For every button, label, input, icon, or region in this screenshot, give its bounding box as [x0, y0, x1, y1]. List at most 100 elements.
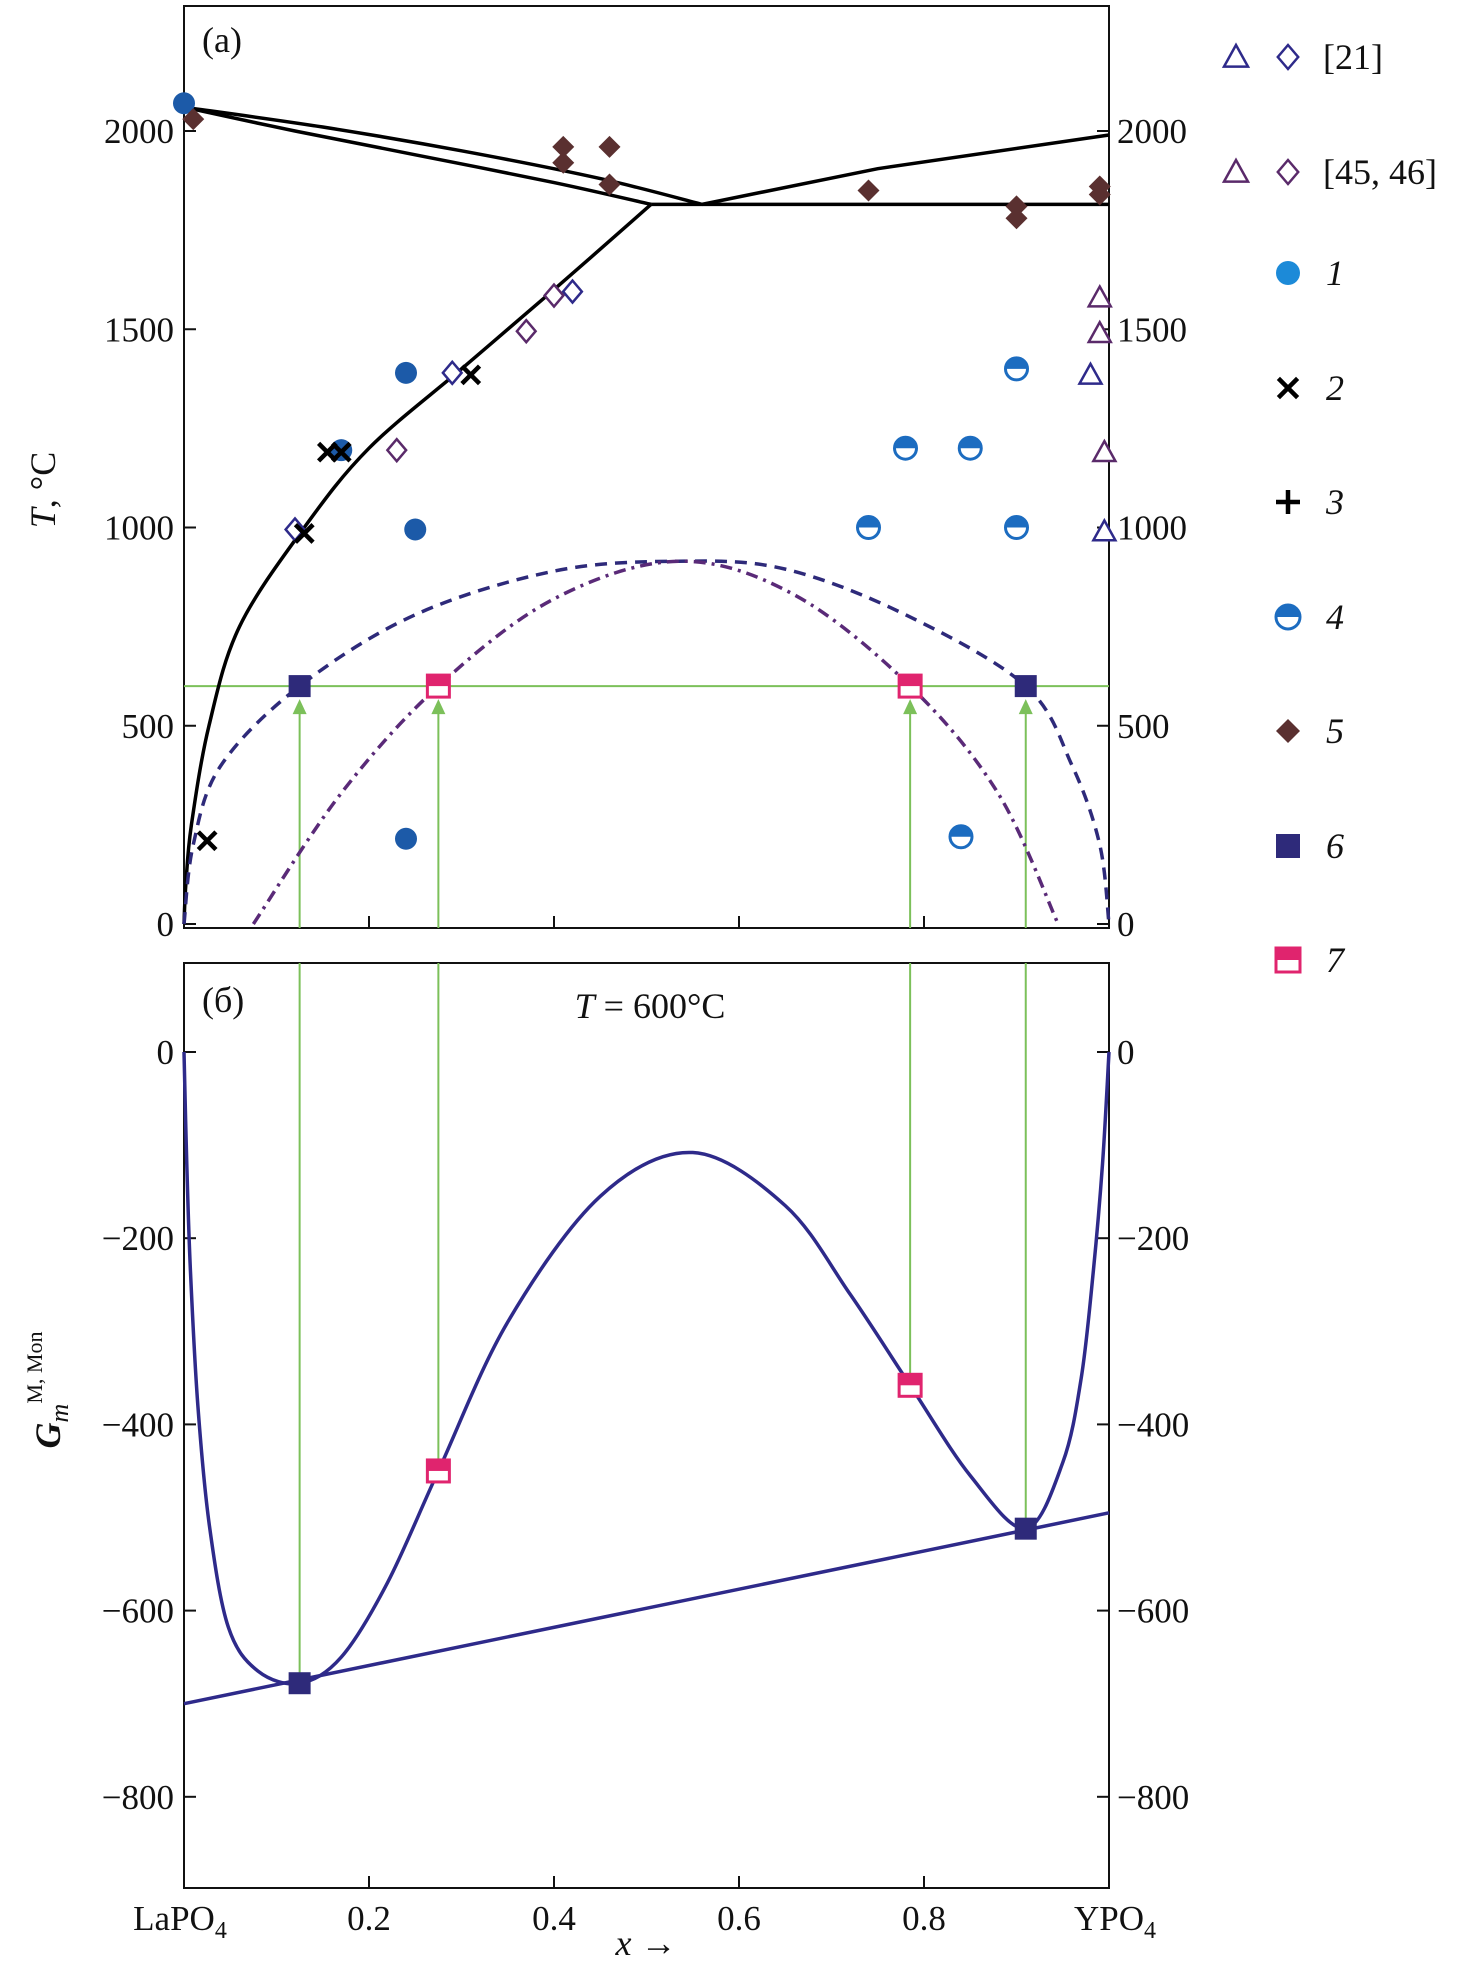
marker-x [460, 364, 482, 386]
legend: [21] [45, 46] 1 2 3 4 5 6 7 [1221, 37, 1437, 980]
y-label-G: G [28, 1422, 68, 1448]
marker-triangle-open [1086, 283, 1113, 308]
x-axis-label: x → [615, 1923, 677, 1963]
x-tick-label: 0.8 [902, 1899, 946, 1938]
marker-diamond [1005, 195, 1028, 218]
y-tick-label: −200 [102, 1219, 174, 1258]
y-axis-label-unit: , °C [23, 452, 63, 508]
guide-arrow [292, 699, 307, 715]
legend-marker-circle [1276, 261, 1300, 285]
y-tick-label: 1000 [104, 509, 174, 548]
y-tick-label-right: 500 [1117, 707, 1170, 746]
panel-label-b: (б) [202, 980, 244, 1020]
marker-half-circle-fill [959, 437, 982, 449]
y-axis-label-T: T, °C [23, 452, 63, 528]
legend-marker-half-circle-fill [1276, 605, 1300, 617]
y-tick-label: 500 [122, 707, 175, 746]
y-tick-label: 1500 [104, 310, 174, 349]
marker-square [1014, 675, 1037, 698]
y-tick-label-right: −800 [1117, 1778, 1189, 1817]
legend-item: [45, 46] [1221, 152, 1437, 192]
panel-label-a: (a) [202, 20, 242, 60]
guide-arrow [431, 699, 446, 715]
legend-label: 4 [1326, 597, 1344, 637]
marker-diamond [1005, 207, 1028, 230]
legend-item: 1 [1276, 253, 1344, 293]
y-label-sup: M, Mon [22, 1332, 47, 1404]
legend-label: 1 [1326, 253, 1344, 293]
legend-label: 2 [1326, 368, 1344, 408]
x-tick-sub: 4 [1144, 1918, 1156, 1944]
annotation-var: T [575, 986, 598, 1026]
marker-diamond [552, 151, 575, 174]
marker-diamond [552, 135, 575, 158]
legend-item: 4 [1274, 597, 1344, 637]
x-axis-var: x [615, 1923, 632, 1963]
legend-marker-diamond [1276, 719, 1300, 743]
liquidus-left [183, 105, 703, 207]
legend-label: 3 [1325, 482, 1344, 522]
y-tick-label-right: 0 [1117, 905, 1135, 944]
marker-diamond [857, 179, 880, 202]
marker-triangle-open [1077, 361, 1104, 385]
y-tick-label-right: −600 [1117, 1592, 1189, 1631]
marker-diamond [598, 135, 621, 158]
x-tick-label: YPO4 [1074, 1899, 1156, 1944]
x-tick-label: 0.4 [532, 1899, 576, 1938]
y-tick-label-right: −400 [1117, 1405, 1189, 1444]
y-tick-label: −600 [102, 1592, 174, 1631]
marker-x [330, 441, 352, 463]
y-tick-label: −400 [102, 1405, 174, 1444]
y-axis-label-G: GmM, Mon [22, 1332, 74, 1449]
legend-label: [45, 46] [1323, 152, 1437, 192]
marker-circle [395, 827, 417, 850]
marker-half-square-fill [899, 675, 922, 687]
legend-label: 7 [1326, 940, 1346, 980]
y-label-sub: m [45, 1404, 74, 1423]
guide-arrow [903, 699, 918, 715]
y-tick-label-right: 1500 [1117, 310, 1187, 349]
legend-marker-triangle [1221, 157, 1251, 183]
marker-triangle-open [1091, 517, 1118, 542]
y-tick-label: 2000 [104, 112, 174, 151]
panel-b: 0 0 −200 −200 −400 −400 −600 −600 −800 −800 (б) T =… [22, 962, 1189, 1963]
marker-square [288, 1672, 311, 1695]
legend-marker-diamond [1276, 158, 1300, 186]
x-tick-sub: 4 [215, 1918, 227, 1944]
marker-circle [404, 518, 427, 541]
marker-circle [173, 92, 195, 115]
marker-half-square-fill [899, 1374, 922, 1386]
legend-label: [21] [1323, 37, 1383, 77]
legend-item: 6 [1276, 826, 1344, 866]
legend-marker-half-square-fill [1276, 948, 1300, 960]
y-tick-label: −800 [102, 1778, 174, 1817]
x-tick-label: 0.2 [347, 1899, 391, 1938]
legend-item: 3 [1276, 482, 1344, 522]
legend-marker-plus [1276, 490, 1300, 514]
marker-diamond-open [515, 318, 538, 345]
y-tick-label-right: 0 [1117, 1033, 1135, 1072]
marker-x [293, 523, 315, 544]
marker-diamond-open [441, 359, 464, 386]
marker-x [196, 830, 218, 852]
panel-a: 0 0 500 500 1000 1000 1500 1500 2000 2000 (a) T, °C [23, 5, 1187, 944]
y-tick-label-right: −200 [1117, 1219, 1189, 1258]
marker-half-circle-fill [950, 825, 972, 837]
marker-triangle-open [1091, 438, 1118, 463]
y-tick-label: 0 [157, 1033, 175, 1072]
legend-item: [21] [1221, 37, 1383, 77]
guide-arrow [1018, 699, 1033, 715]
legend-item: 5 [1276, 711, 1344, 751]
legend-marker-square [1276, 834, 1300, 858]
marker-triangle-open [1086, 319, 1113, 344]
marker-square [1014, 1517, 1037, 1540]
binodal [182, 559, 1111, 925]
marker-diamond-open [561, 278, 584, 305]
x-axis-arrow: → [631, 1923, 676, 1963]
y-tick-label-right: 2000 [1117, 112, 1187, 151]
y-axis-label-var: T [23, 505, 63, 528]
solvus [182, 203, 653, 925]
y-tick-label-right: 1000 [1117, 509, 1187, 548]
plot-frame [183, 5, 1110, 929]
